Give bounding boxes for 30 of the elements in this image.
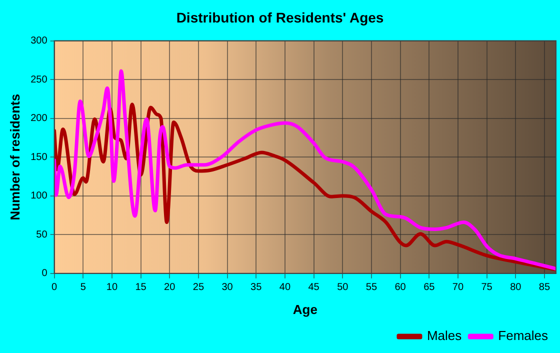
x-tick-label: 10 — [106, 282, 118, 294]
chart-title: Distribution of Residents' Ages — [176, 9, 384, 26]
x-tick-label: 5 — [80, 282, 86, 294]
x-tick-label: 75 — [481, 282, 493, 294]
x-tick-label: 15 — [135, 282, 147, 294]
y-tick-label: 100 — [30, 190, 48, 202]
y-tick-label: 300 — [30, 36, 48, 47]
legend-label: Females — [498, 328, 548, 344]
x-tick-label: 85 — [538, 282, 550, 294]
y-tick-label: 250 — [30, 74, 48, 86]
y-tick-label: 200 — [30, 113, 48, 124]
y-tick-label: 150 — [30, 152, 48, 163]
x-tick-label: 60 — [394, 282, 406, 294]
x-tick-label: 55 — [366, 282, 378, 294]
x-tick-label: 65 — [424, 282, 436, 294]
y-tick-label: 0 — [42, 268, 48, 280]
legend-label: Males — [426, 328, 462, 344]
x-tick-label: 30 — [222, 282, 234, 294]
x-tick-label: 0 — [52, 282, 58, 294]
x-tick-label: 40 — [279, 282, 291, 294]
x-tick-label: 25 — [192, 282, 204, 294]
x-tick-label: 35 — [250, 282, 262, 294]
x-tick-label: 20 — [164, 282, 176, 294]
x-tick-label: 45 — [308, 282, 320, 294]
y-axis-title: Number of residents — [7, 94, 22, 220]
y-tick-label: 50 — [36, 229, 48, 240]
x-axis-title: Age — [292, 302, 318, 317]
x-tick-label: 50 — [337, 282, 349, 294]
x-tick-label: 80 — [510, 282, 522, 294]
x-tick-label: 70 — [452, 282, 464, 294]
